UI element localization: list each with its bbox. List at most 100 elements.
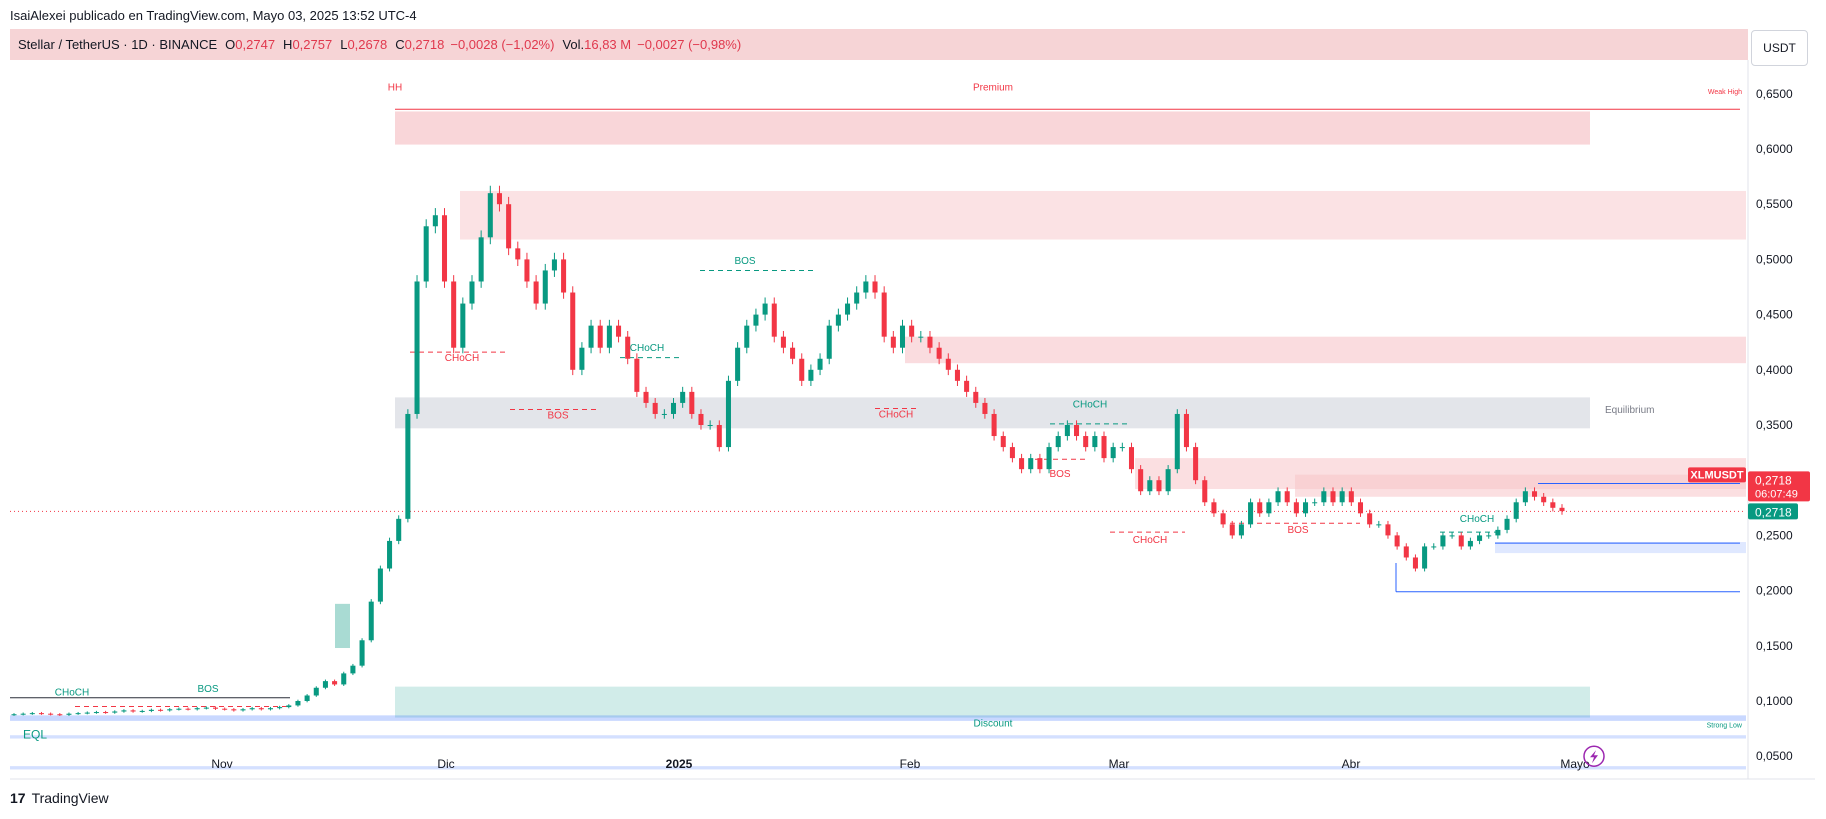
candle-body [1110,447,1116,459]
x-tick-label: Feb [900,757,921,771]
candle-body [75,713,81,715]
y-tick-label: 0,2500 [1756,528,1793,542]
y-tick-label: 0,4500 [1756,308,1793,322]
tradingview-logo-icon: 17 [10,790,26,806]
candle-body [258,708,264,710]
candle-body [1119,447,1125,449]
y-tick-label: 0,1000 [1756,694,1793,708]
candle-body [1522,491,1528,503]
candle-body [909,325,915,337]
candle-body [790,347,796,359]
fvg-zone [335,603,350,649]
last-price-tag-bg [1748,471,1810,502]
lightning-icon [1583,745,1605,767]
candle-body [954,369,960,381]
candle-body [396,518,402,541]
candle-body [735,347,741,381]
supply-zone-2 [905,336,1746,364]
candle-body [29,713,35,715]
y-tick-label: 0,5000 [1756,252,1793,266]
candle-body [1202,480,1208,503]
candle-body [1440,535,1446,547]
x-tick-label: Abr [1342,757,1361,771]
candle-body [845,303,851,315]
candle-body [1238,524,1244,536]
candle-body [441,215,448,282]
candle-body [1092,436,1098,448]
annotation-label: HH [388,82,402,93]
candle-body [240,709,246,711]
candle-body [524,259,530,282]
candle-body [817,358,823,370]
candle-body [1147,480,1153,492]
candle-body [1321,491,1327,503]
symbol-tag: XLMUSDT [1690,469,1743,481]
candle-body [295,701,301,706]
candle-body [1257,502,1263,514]
candle-body [899,325,906,348]
candle-body [1000,436,1006,448]
supply-zone-1 [460,190,1746,240]
candle-body [1339,491,1345,503]
candle-body [625,336,631,359]
candle-body [890,336,896,348]
supply-zone-4 [1295,474,1746,497]
demand-zone-1 [1495,542,1746,554]
candle-body [1028,458,1034,470]
candle-body [634,358,640,392]
candle-body [451,281,457,348]
low-label: L [340,37,348,52]
strong-low-band [10,715,1746,721]
annotation-label: CHoCH [1133,535,1167,546]
candle-body [835,314,841,326]
annotation-label: BOS [547,410,568,421]
candle-body [1376,524,1382,526]
candle-body [533,281,539,304]
candle-body [1055,436,1061,448]
candle-body [1183,413,1189,448]
candle-body [570,292,576,370]
annotation-label: CHoCH [630,343,664,354]
candle-body [689,391,695,414]
candle-body [496,193,502,205]
candle-body [304,695,310,701]
candle-body [277,707,283,709]
candle-body [121,710,127,712]
candle-body [945,358,951,370]
candle-body [1266,502,1272,514]
candle-body [1412,557,1418,569]
candle-body [1101,436,1107,459]
candle-body [561,259,567,293]
candle-body [1174,413,1180,470]
candle-body [20,713,26,715]
candle-body [414,281,420,414]
close-label: C [395,37,405,52]
y-tick-label: 0,2000 [1756,584,1793,598]
candle-body [1293,502,1299,514]
symbol-legend: Stellar / TetherUS · 1D · BINANCE O 0,274… [10,29,1748,60]
candle-body [405,413,411,519]
volume-change: −0,0027 (−0,98%) [637,37,742,52]
x-tick-label: Mayo [1560,757,1590,771]
candle-body [808,369,814,381]
candle-body [222,708,228,710]
candle-body [1229,524,1235,536]
tradingview-brand[interactable]: 17 TradingView [10,790,109,806]
high-label: H [283,37,293,52]
candle-body [753,314,759,326]
price-tag: 0,2718 [1755,505,1792,519]
candle-body [854,292,860,304]
y-tick-label: 0,1500 [1756,639,1793,653]
candle-body [1513,502,1519,519]
candle-body [332,681,338,685]
candle-body [158,709,164,711]
symbol-title[interactable]: Stellar / TetherUS · 1D · BINANCE [18,37,218,52]
currency-button[interactable]: USDT [1751,30,1808,66]
candle-body [1385,524,1391,536]
candle-body [267,708,273,710]
candle-body [506,204,512,249]
candle-body [1486,535,1492,537]
volume-value: 16,83 M [584,37,632,52]
candle-body [799,358,805,381]
